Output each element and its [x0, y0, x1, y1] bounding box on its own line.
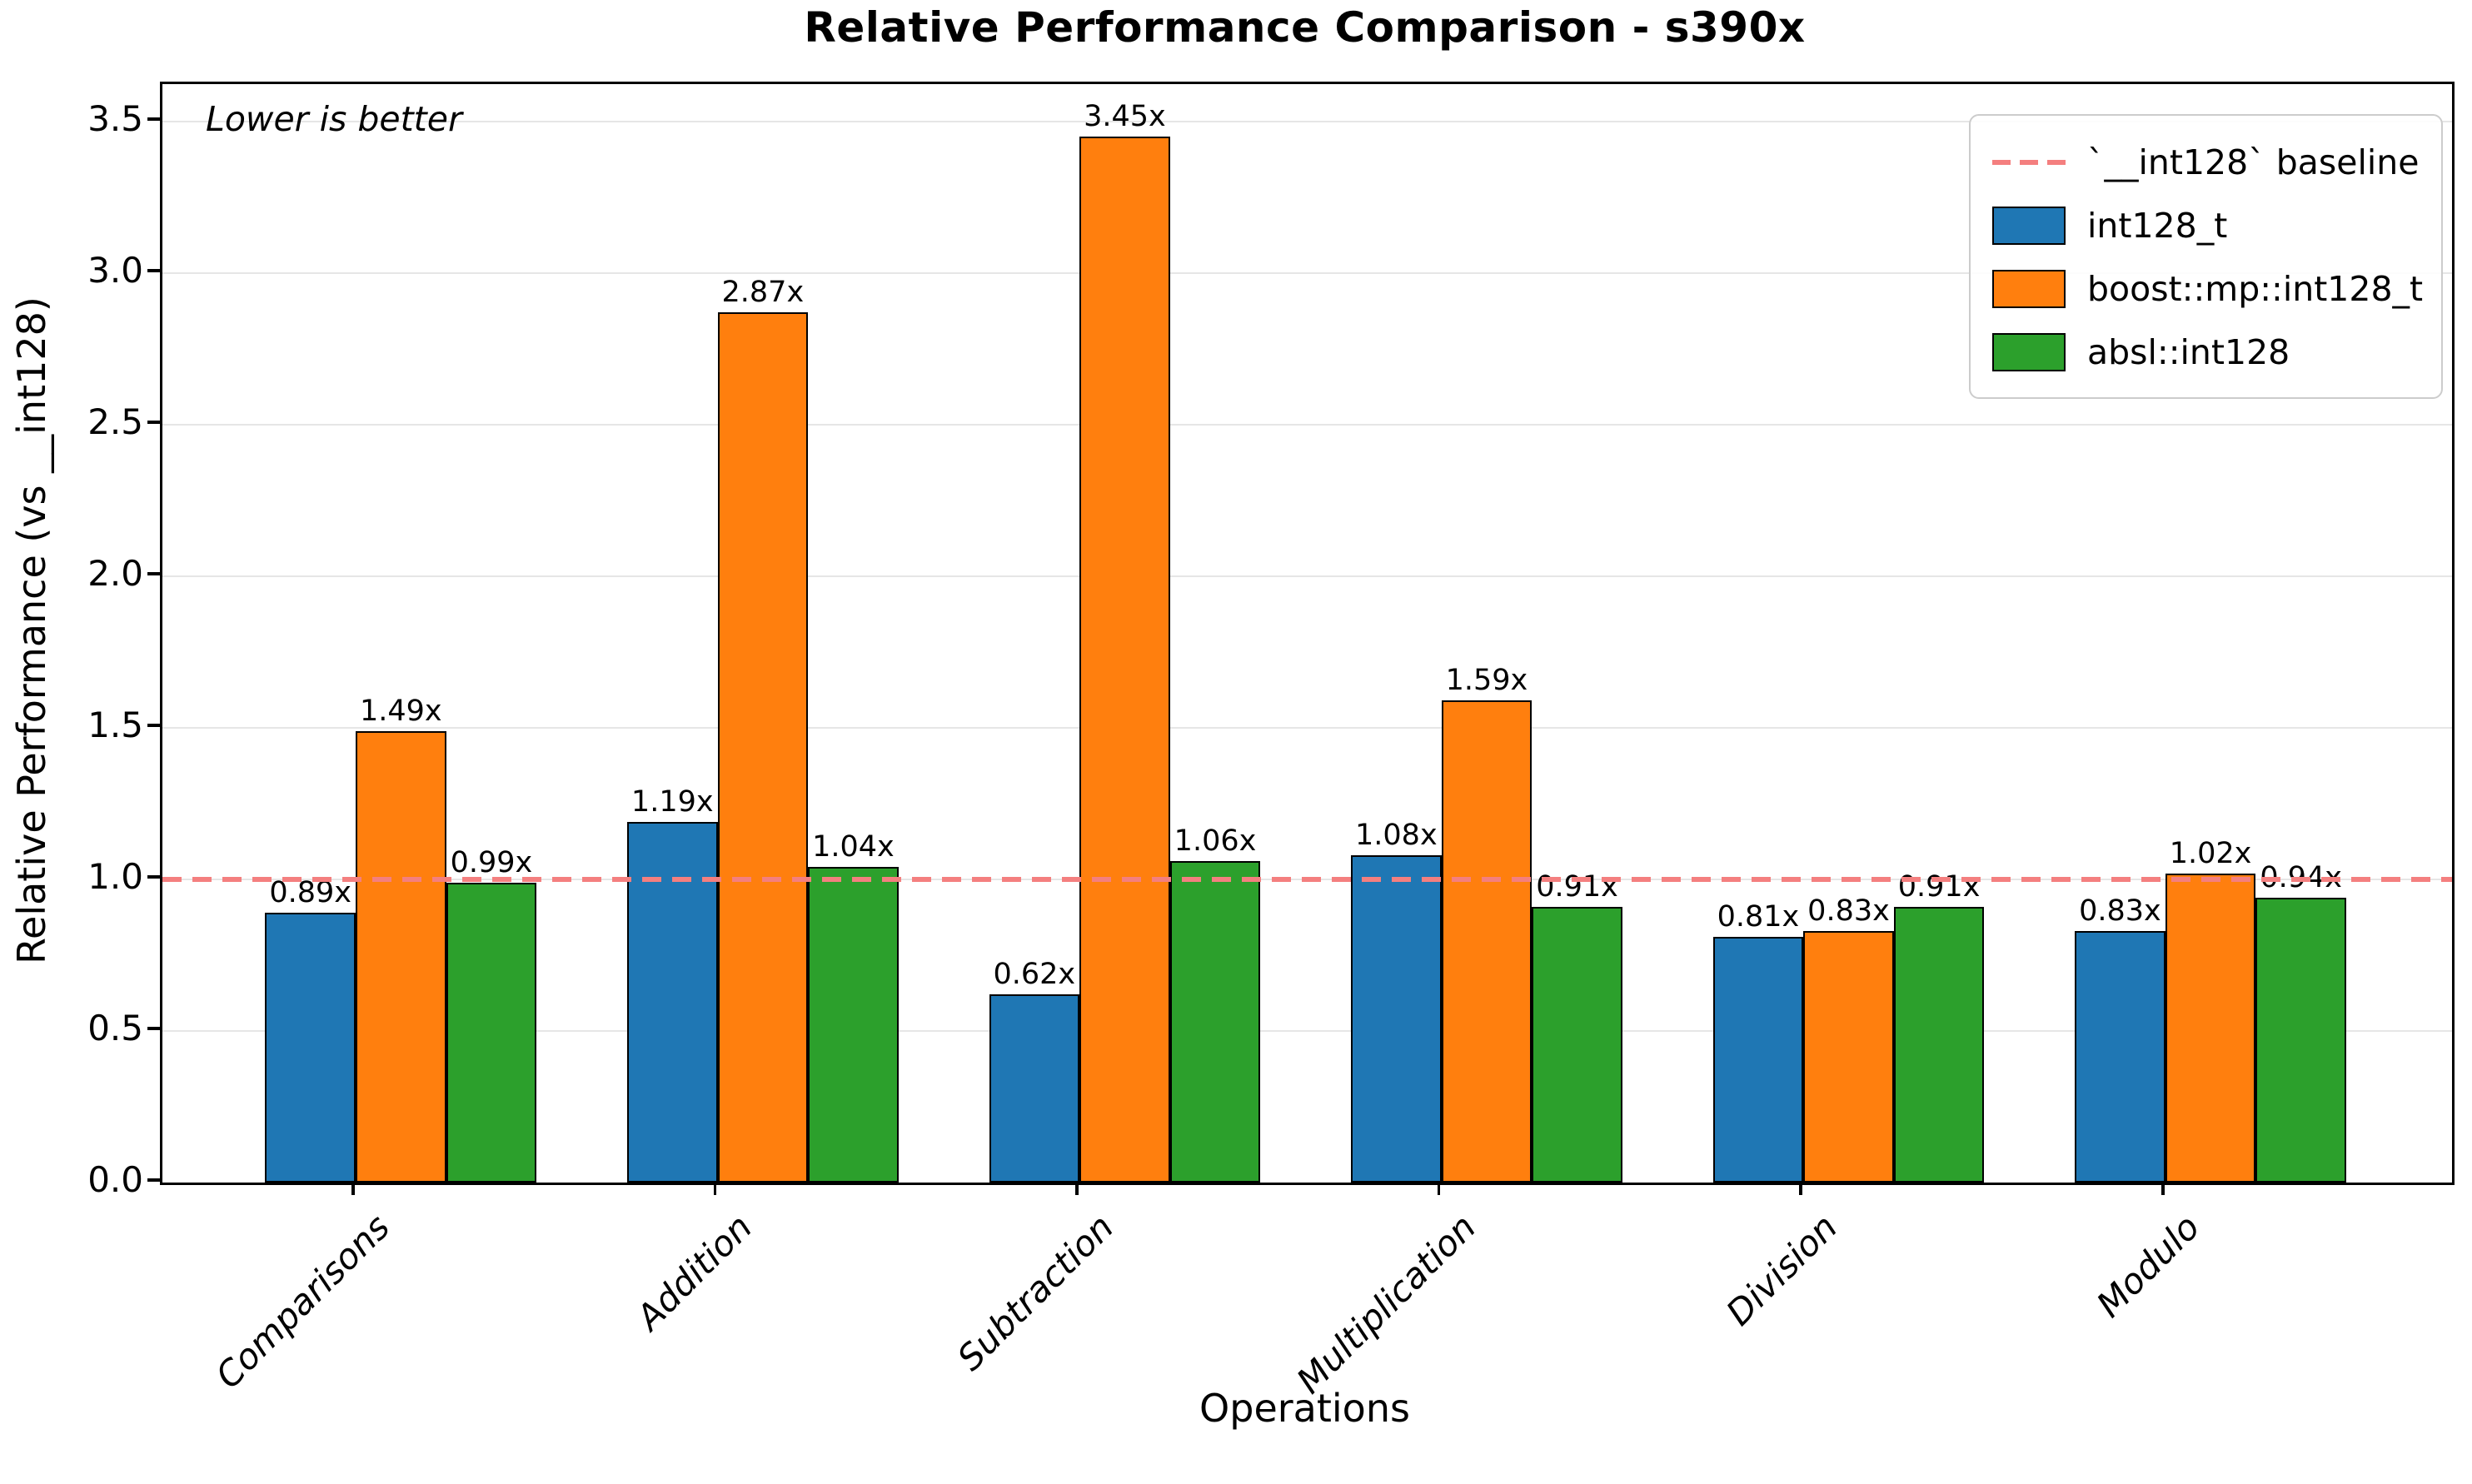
bar-absl::int128-modulo	[2255, 897, 2346, 1183]
bar-int128_t-multiplication	[1351, 854, 1442, 1183]
bar-value-label: 1.06x	[1174, 824, 1257, 859]
bar-value-label: 0.81x	[1717, 900, 1800, 934]
y-tick-label: 2.0	[87, 553, 143, 594]
y-tick-label: 0.0	[87, 1159, 143, 1200]
y-tick-label: 2.5	[87, 401, 143, 442]
x-axis-label: Operations	[1199, 1386, 1410, 1431]
x-tick-label-multiplication: Multiplication	[1288, 1206, 1483, 1402]
bar-absl::int128-subtraction	[1169, 861, 1261, 1183]
bar-value-label: 1.19x	[630, 784, 714, 819]
x-tick-mark	[2161, 1183, 2165, 1195]
bar-boost::mp::int128_t-comparisons	[356, 730, 446, 1183]
bar-value-label: 0.62x	[993, 958, 1076, 992]
gridline	[162, 726, 2452, 730]
x-tick-mark	[1075, 1183, 1079, 1195]
x-tick-mark	[1799, 1183, 1802, 1195]
y-tick-mark	[147, 117, 160, 121]
legend-label: `__int128` baseline	[2087, 142, 2420, 182]
legend-color-swatch	[1992, 333, 2066, 371]
bar-boost::mp::int128_t-division	[1803, 930, 1894, 1183]
bar-value-label: 0.99x	[450, 845, 533, 879]
x-tick-label-addition: Addition	[628, 1206, 760, 1338]
baseline-dashed-line	[162, 877, 2452, 882]
gridline	[162, 271, 2452, 275]
bar-value-label: 0.91x	[1897, 869, 1981, 904]
y-tick-label: 0.5	[87, 1008, 143, 1048]
y-tick-mark	[147, 1178, 160, 1182]
x-tick-label-subtraction: Subtraction	[949, 1206, 1122, 1379]
bar-boost::mp::int128_t-addition	[717, 312, 809, 1183]
bar-absl::int128-comparisons	[446, 882, 537, 1183]
y-tick-label: 1.5	[87, 705, 143, 745]
bar-absl::int128-division	[1893, 906, 1985, 1183]
bar-boost::mp::int128_t-modulo	[2165, 873, 2256, 1183]
bar-absl::int128-addition	[808, 867, 899, 1183]
bar-value-label: 1.08x	[1355, 818, 1438, 852]
y-tick-mark	[147, 875, 160, 879]
legend-row-baseline: `__int128` baseline	[1992, 131, 2441, 194]
gridline	[162, 423, 2452, 426]
bar-value-label: 1.49x	[359, 694, 442, 728]
x-tick-mark	[351, 1183, 355, 1195]
x-tick-label-comparisons: Comparisons	[207, 1206, 398, 1397]
bar-int128_t-modulo	[2075, 930, 2165, 1183]
x-tick-label-modulo: Modulo	[2088, 1206, 2208, 1326]
bar-value-label: 2.87x	[721, 276, 805, 310]
legend-color-swatch	[1992, 207, 2066, 245]
y-tick-mark	[147, 572, 160, 575]
plot-area: 0.89x 1.49x 0.99x 1.19x 2.87x 1.04x 0.62x 3.45x…	[160, 82, 2455, 1185]
legend-row-absl-int128: absl::int128	[1992, 321, 2441, 384]
bar-int128_t-subtraction	[989, 994, 1080, 1183]
legend-row-int128-t: int128_t	[1992, 194, 2441, 257]
y-tick-mark	[147, 1027, 160, 1030]
legend-label: boost::mp::int128_t	[2087, 269, 2424, 309]
y-tick-mark	[147, 421, 160, 424]
legend-label: int128_t	[2087, 206, 2228, 246]
y-tick-label: 3.5	[87, 98, 143, 139]
legend-dashed-line-sample	[1992, 160, 2066, 165]
bar-absl::int128-multiplication	[1532, 906, 1622, 1183]
bar-value-label: 0.91x	[1536, 869, 1618, 904]
bar-boost::mp::int128_t-subtraction	[1079, 137, 1170, 1183]
bar-boost::mp::int128_t-multiplication	[1441, 700, 1533, 1183]
bar-value-label: 1.02x	[2169, 836, 2252, 870]
legend-row-boost-mp-int128-t: boost::mp::int128_t	[1992, 257, 2441, 321]
x-tick-label-division: Division	[1718, 1206, 1846, 1334]
lower-is-better-note: Lower is better	[206, 99, 462, 139]
y-tick-label: 3.0	[87, 250, 143, 291]
bar-int128_t-addition	[626, 821, 718, 1183]
bar-value-label: 1.04x	[812, 830, 895, 864]
bar-value-label: 0.83x	[2079, 894, 2161, 928]
x-tick-mark	[713, 1183, 717, 1195]
y-tick-mark	[147, 269, 160, 272]
x-tick-mark	[1437, 1183, 1441, 1195]
gridline	[162, 575, 2452, 578]
chart-title: Relative Performance Comparison - s390x	[804, 3, 1806, 52]
gridline	[162, 120, 2452, 123]
bar-value-label: 0.83x	[1807, 894, 1890, 928]
y-tick-mark	[147, 724, 160, 727]
bar-int128_t-division	[1712, 937, 1804, 1183]
bar-value-label: 1.59x	[1445, 664, 1528, 698]
legend-color-swatch	[1992, 270, 2066, 308]
bar-int128_t-comparisons	[265, 913, 356, 1183]
legend-label: absl::int128	[2087, 332, 2290, 372]
y-tick-label: 1.0	[87, 856, 143, 897]
gridline	[162, 1029, 2452, 1033]
bar-value-label: 3.45x	[1084, 100, 1166, 134]
